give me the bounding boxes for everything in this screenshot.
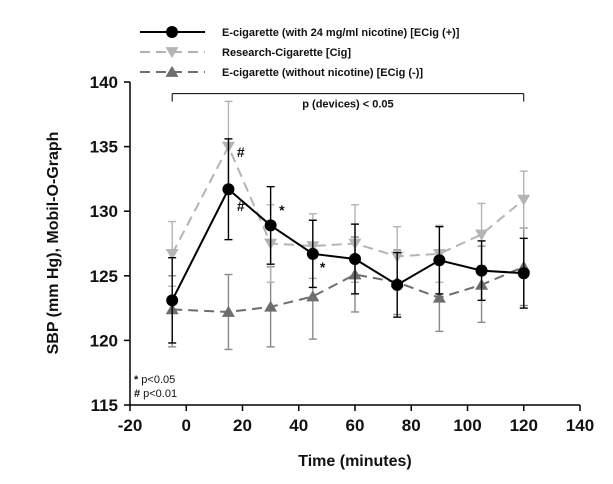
note-line-2: # p<0.01 — [134, 388, 177, 400]
bracket-label: p (devices) < 0.05 — [302, 99, 393, 111]
data-point-ecig-plus — [349, 253, 361, 266]
data-point-ecig-plus — [433, 254, 446, 267]
data-point-cig — [475, 229, 489, 241]
data-point-cig — [165, 248, 179, 261]
note-symbol-2: # — [134, 388, 140, 400]
data-point-ecig-minus — [221, 305, 235, 317]
y-tick-label: 125 — [90, 267, 118, 286]
x-tick-label: 80 — [402, 416, 421, 435]
significance-mark: * — [279, 202, 285, 218]
y-tick-label: 115 — [91, 396, 118, 415]
data-point-ecig-plus — [264, 219, 277, 232]
x-tick-label: 40 — [289, 416, 308, 435]
note-line-1: * p<0.05 — [134, 374, 175, 386]
legend-label-ecig-minus: E-cigarette (without nicotine) [ECig (-)… — [222, 67, 423, 79]
data-point-ecig-plus — [222, 183, 235, 196]
data-point-ecig-plus — [517, 267, 530, 280]
x-tick-label: 120 — [510, 416, 538, 435]
data-point-ecig-plus — [306, 247, 319, 260]
legend-marker-ecig-minus — [165, 65, 179, 77]
x-tick-label: 60 — [346, 416, 365, 435]
tick-marks: -20 0 20 40 60 80 100 120 140 115 120 125 130 135 140 — [90, 73, 595, 435]
significance-mark: # — [237, 144, 245, 160]
x-tick-label: 20 — [233, 416, 252, 435]
x-tick-label: -20 — [118, 416, 143, 435]
y-axis-title: SBP (mm Hg), Mobil-O-Graph — [45, 132, 62, 355]
legend-label-cig: Research-Cigarette [Cig] — [222, 47, 351, 59]
legend-label-ecig-plus: E-cigarette (with 24 mg/ml nicotine) [EC… — [222, 27, 460, 39]
x-tick-label: 0 — [182, 416, 191, 435]
legend-marker-cig — [165, 47, 179, 59]
series-ecig-minus — [165, 227, 531, 351]
x-axis-title: Time (minutes) — [298, 453, 412, 470]
data-point-ecig-plus — [391, 278, 404, 291]
y-tick-label: 130 — [90, 202, 118, 221]
note-text-2: p<0.01 — [143, 388, 177, 400]
data-point-ecig-minus — [264, 300, 278, 312]
data-point-ecig-plus — [475, 264, 488, 277]
significance-notes: * p<0.05 # p<0.01 — [134, 374, 177, 400]
legend-marker-ecig-plus — [166, 26, 178, 38]
significance-mark: * — [320, 259, 326, 275]
significance-mark: # — [237, 198, 245, 214]
note-symbol-1: * — [134, 374, 139, 386]
y-tick-label: 120 — [90, 331, 118, 350]
data-point-ecig-minus — [306, 290, 320, 302]
series-line-ecig-minus — [172, 265, 525, 313]
data-point-ecig-plus — [166, 294, 179, 307]
significance-bracket: p (devices) < 0.05 — [171, 93, 525, 111]
series-ecig-plus — [166, 138, 530, 344]
annotations: * * # # — [237, 144, 326, 275]
plot-area — [165, 100, 531, 351]
x-tick-label: 140 — [566, 416, 594, 435]
data-point-cig — [517, 194, 531, 206]
data-point-ecig-minus — [432, 291, 446, 303]
y-tick-label: 140 — [90, 73, 118, 92]
legend: E-cigarette (with 24 mg/ml nicotine) [EC… — [140, 26, 460, 79]
note-text-1: p<0.05 — [141, 374, 175, 386]
y-tick-label: 135 — [90, 138, 118, 157]
x-tick-label: 100 — [453, 416, 481, 435]
